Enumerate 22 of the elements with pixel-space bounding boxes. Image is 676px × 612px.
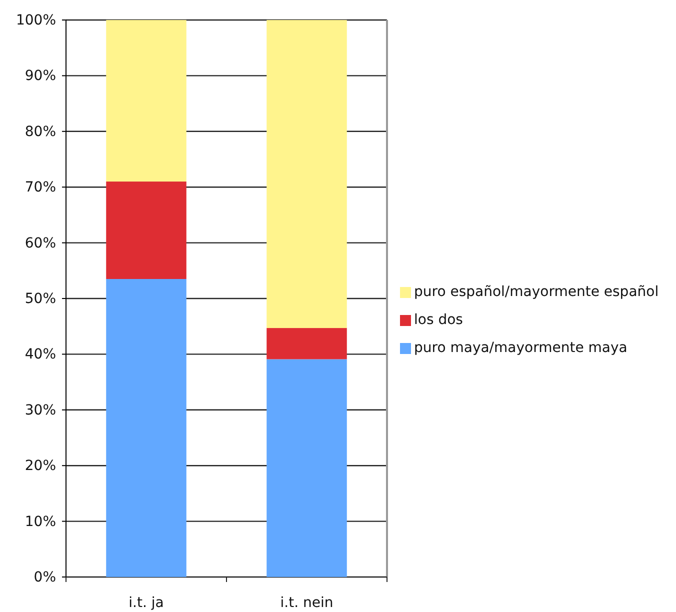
bar	[106, 182, 186, 280]
bar	[106, 279, 186, 577]
x-tick-label: i.t. ja	[128, 594, 164, 611]
y-tick-label: 0%	[34, 569, 56, 586]
y-tick-label: 90%	[24, 68, 56, 84]
legend-label: los dos	[414, 312, 463, 328]
x-tick-label: i.t. nein	[280, 594, 334, 611]
y-tick-label: 20%	[24, 458, 56, 474]
y-tick-label: 50%	[24, 290, 56, 307]
legend-label: puro maya/mayormente maya	[414, 340, 628, 356]
legend-label: puro español/mayormente español	[414, 284, 659, 300]
y-tick-label: 80%	[24, 124, 56, 140]
y-tick-label: 100%	[16, 12, 56, 28]
y-tick-label: 60%	[24, 235, 56, 252]
y-tick-label: 30%	[24, 402, 56, 418]
bar	[106, 20, 186, 182]
y-tick-label: 40%	[24, 346, 56, 363]
y-tick-label: 70%	[24, 180, 56, 196]
bar	[266, 20, 347, 328]
y-tick-label: 10%	[24, 514, 56, 530]
bar	[266, 328, 347, 360]
bar	[266, 359, 347, 577]
